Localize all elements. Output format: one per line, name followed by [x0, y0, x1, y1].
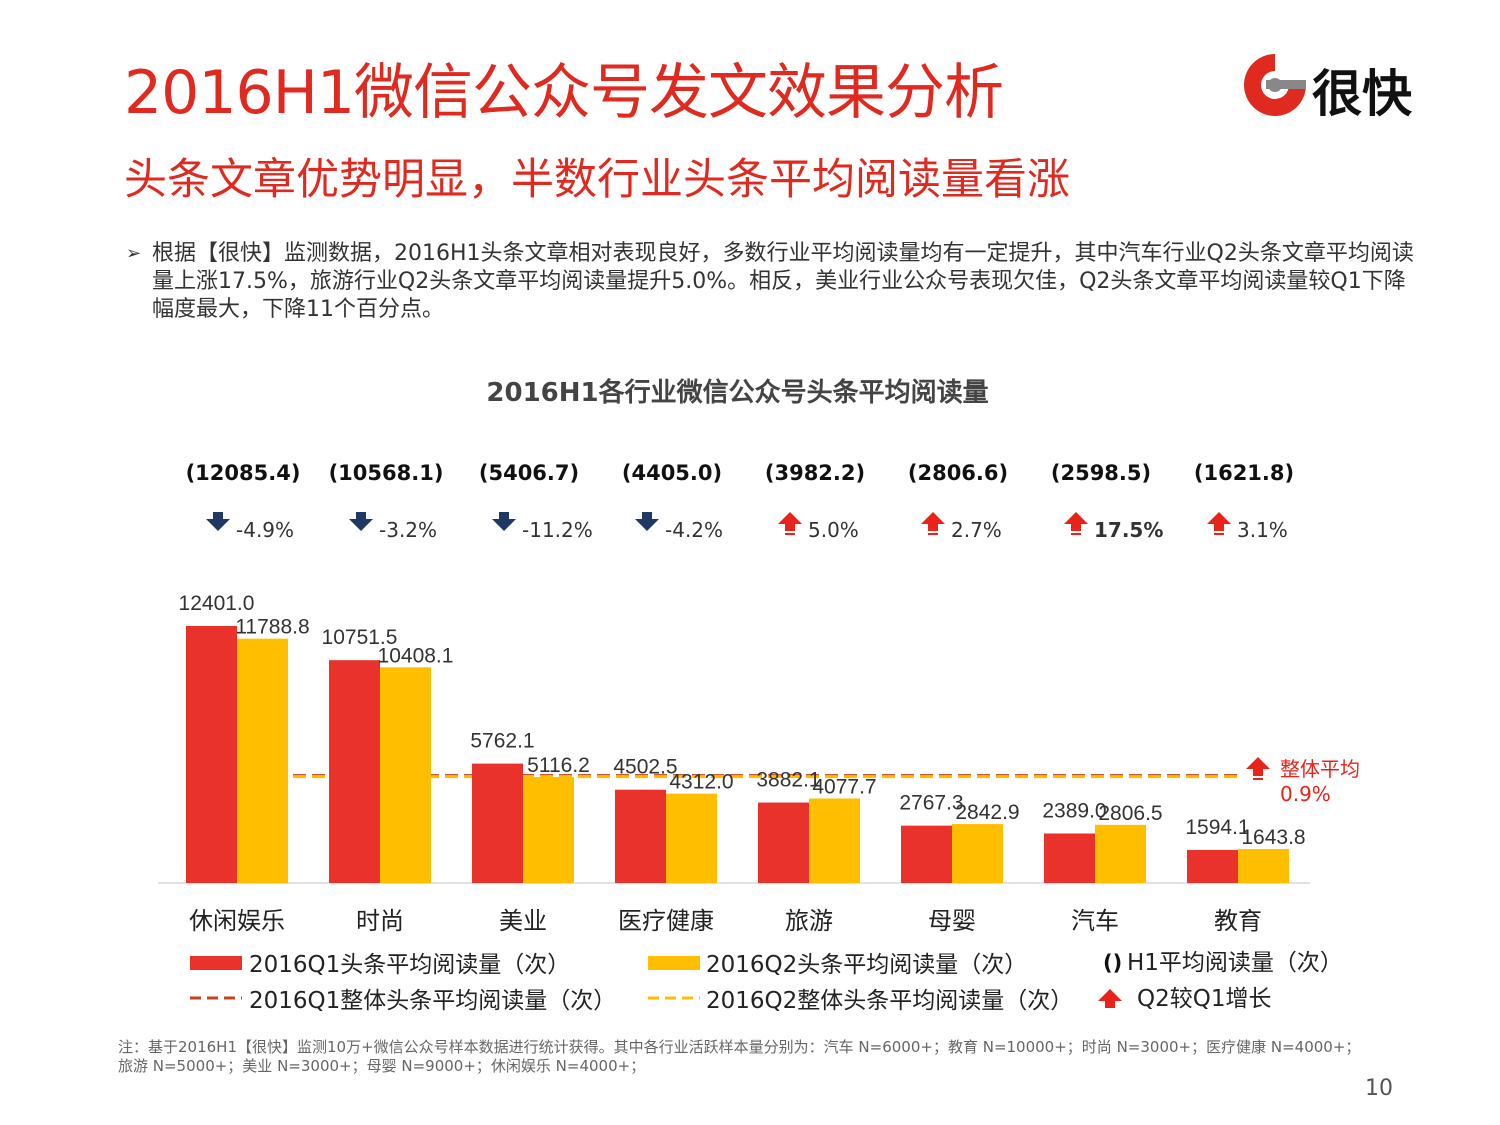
- category-label: 汽车: [1071, 907, 1119, 935]
- page-number: 10: [1365, 1076, 1393, 1101]
- arrow-up-underline: [1071, 533, 1081, 535]
- brand-logo: 很快: [1240, 50, 1440, 123]
- arrow-down-icon: [492, 512, 516, 531]
- bar-q1: [758, 802, 809, 883]
- h1-average-label: (2598.5): [1051, 461, 1151, 485]
- chart-title: 2016H1各行业微信公众号头条平均阅读量: [486, 378, 989, 408]
- data-label-q1: 12401.0: [179, 592, 255, 615]
- data-label-q2: 10408.1: [378, 644, 454, 667]
- bar-q2: [1095, 824, 1146, 883]
- legend-label-q2: 2016Q2头条平均阅读量（次）: [706, 952, 1027, 978]
- category-label: 母婴: [928, 907, 976, 935]
- data-label-q1: 2767.3: [899, 792, 963, 815]
- category-label: 时尚: [356, 907, 404, 935]
- bar-q1: [901, 825, 952, 883]
- h1-average-label: (1621.8): [1194, 461, 1294, 485]
- bar-q1: [1044, 833, 1095, 883]
- legend-label-q1: 2016Q1头条平均阅读量（次）: [249, 952, 570, 978]
- growth-label: 3.1%: [1237, 518, 1288, 542]
- overall-arrow-up-icon: [1246, 757, 1270, 776]
- bar-q2: [809, 798, 860, 883]
- bar-chart: 12401.011788.8休闲娱乐(12085.4)-4.9%10751.51…: [158, 461, 1360, 1014]
- h1-average-label: (5406.7): [479, 461, 579, 485]
- growth-label: -3.2%: [379, 518, 437, 542]
- bar-q1: [186, 626, 237, 883]
- arrow-down-icon: [349, 512, 373, 531]
- arrow-up-underline: [785, 533, 795, 535]
- h1-average-label: (4405.0): [622, 461, 722, 485]
- page-title: 2016H1微信公众号发文效果分析: [124, 58, 1004, 128]
- legend-label-q2-overall: 2016Q2整体头条平均阅读量（次）: [706, 988, 1073, 1014]
- growth-label: 17.5%: [1094, 518, 1163, 542]
- arrow-up-underline: [928, 533, 938, 535]
- arrow-up-icon: [778, 512, 802, 531]
- bar-q2: [666, 793, 717, 883]
- h1-average-label: (12085.4): [186, 461, 301, 485]
- h1-average-label: (2806.6): [908, 461, 1008, 485]
- data-label-q1: 2389.0: [1042, 799, 1106, 822]
- page-subtitle: 头条文章优势明显，半数行业头条平均阅读量看涨: [124, 155, 1070, 205]
- bullet-arrow-icon: ➢: [126, 243, 142, 264]
- data-label-q1: 10751.5: [322, 626, 398, 649]
- legend-label-growth: Q2较Q1增长: [1137, 986, 1271, 1012]
- growth-label: -4.2%: [665, 518, 723, 542]
- legend-swatch-q2: [648, 956, 700, 970]
- h1-average-label: (10568.1): [329, 461, 444, 485]
- growth-label: 2.7%: [951, 518, 1002, 542]
- legend-h1-marker: (): [1103, 951, 1122, 975]
- data-label-q1: 4502.5: [613, 756, 677, 779]
- arrow-up-icon: [1064, 512, 1088, 531]
- bar-q1: [615, 789, 666, 883]
- bar-q1: [472, 763, 523, 883]
- data-label-q2: 11788.8: [235, 616, 309, 639]
- arrow-up-icon: [1207, 512, 1231, 531]
- category-label: 美业: [499, 907, 547, 935]
- data-label-q2: 1643.8: [1241, 826, 1305, 849]
- category-label: 休闲娱乐: [189, 907, 285, 935]
- data-label-q1: 1594.1: [1185, 816, 1249, 839]
- category-label: 医疗健康: [618, 907, 714, 935]
- logo-mark-icon: [1244, 54, 1306, 116]
- bar-q2: [952, 824, 1003, 883]
- bar-q2: [237, 638, 288, 883]
- data-label-q2: 4312.0: [669, 771, 733, 794]
- logo-text: 很快: [1312, 65, 1412, 123]
- overall-arrow-underline: [1253, 778, 1263, 780]
- growth-label: -11.2%: [522, 518, 593, 542]
- h1-average-label: (3982.2): [765, 461, 865, 485]
- overall-growth-label: 0.9%: [1280, 782, 1331, 806]
- legend-arrow-up-icon: [1098, 989, 1122, 1008]
- arrow-down-icon: [635, 512, 659, 531]
- data-label-q2: 5116.2: [527, 754, 590, 777]
- legend-label-h1: H1平均阅读量（次）: [1127, 950, 1343, 976]
- category-label: 教育: [1214, 907, 1262, 935]
- legend-swatch-q1: [190, 956, 242, 970]
- data-label-q2: 2842.9: [955, 801, 1019, 824]
- bar-q1: [329, 660, 380, 883]
- growth-label: 5.0%: [808, 518, 859, 542]
- growth-label: -4.9%: [236, 518, 294, 542]
- bar-q1: [1187, 849, 1238, 883]
- arrow-down-icon: [206, 512, 230, 531]
- summary-text: 根据【很快】监测数据，2016H1头条文章相对表现良好，多数行业平均阅读量均有一…: [152, 241, 1414, 322]
- data-label-q2: 2806.5: [1098, 802, 1162, 825]
- category-label: 旅游: [785, 907, 833, 935]
- arrow-up-underline: [1214, 533, 1224, 535]
- overall-average-label: 整体平均: [1280, 757, 1360, 781]
- data-label-q1: 5762.1: [470, 730, 534, 753]
- footnote: 注：基于2016H1【很快】监测10万+微信公众号样本数据进行统计获得。其中各行…: [118, 1038, 1361, 1075]
- summary-bullet: ➢ 根据【很快】监测数据，2016H1头条文章相对表现良好，多数行业平均阅读量均…: [126, 240, 1416, 324]
- bar-q2: [380, 667, 431, 883]
- bar-q2: [523, 776, 574, 883]
- bar-q2: [1238, 848, 1289, 883]
- data-label-q1: 3882.1: [756, 769, 820, 792]
- legend-label-q1-overall: 2016Q1整体头条平均阅读量（次）: [249, 988, 616, 1014]
- data-label-q2: 4077.7: [812, 775, 876, 798]
- arrow-up-icon: [921, 512, 945, 531]
